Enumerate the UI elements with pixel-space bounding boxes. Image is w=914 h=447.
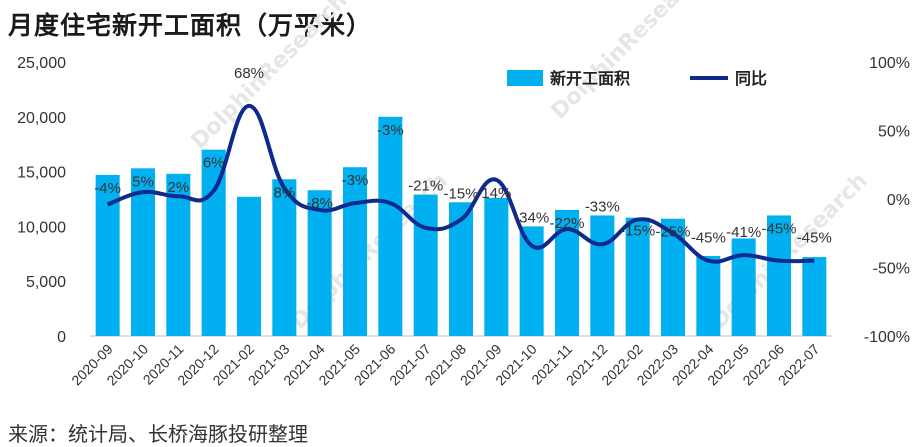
data-label-2022-02: -15%: [620, 223, 655, 240]
data-label-2021-06: -3%: [377, 122, 404, 139]
bar-2021-08: [448, 202, 474, 336]
data-label-2021-08: -15%: [443, 185, 478, 202]
bar-2021-09: [484, 197, 509, 336]
y-left-tick-label: 25,000: [17, 55, 66, 72]
legend-bar-label: 新开工面积: [550, 69, 630, 88]
bar-2022-07: [802, 257, 827, 336]
y-left-tick-label: 5,000: [26, 274, 66, 291]
bar-2021-10: [519, 226, 544, 336]
bar-2021-04: [307, 190, 332, 336]
y-right-tick-label: -50%: [873, 261, 910, 278]
bars-layer: [95, 116, 827, 336]
bar-2021-05: [342, 167, 368, 336]
data-labels-layer: -4% 5% 2%6%68%8%-8%-3%-3%-21% -15% 14%-34% -2…: [94, 65, 832, 247]
source-note: 来源：统计局、长桥海豚投研整理: [8, 422, 308, 446]
y-left-tick-label: 10,000: [17, 219, 66, 236]
data-label-2022-05: -41%: [726, 224, 761, 241]
bar-2022-04: [696, 255, 721, 336]
bar-2022-02: [625, 217, 650, 336]
data-label-2021-09: 14%: [481, 185, 511, 202]
bar-2021-12: [590, 215, 615, 336]
data-label-2021-04: -8%: [306, 195, 333, 212]
bar-2021-06: [378, 116, 403, 336]
data-label-2021-05: -3%: [342, 172, 369, 189]
bar-2020-12: [201, 149, 226, 336]
data-label-2022-06: -45%: [761, 220, 796, 237]
chart-title: 月度住宅新开工面积（万平米）: [8, 11, 373, 40]
data-label-2020-12: 6%: [203, 155, 225, 172]
legend-bar-swatch: [507, 70, 543, 86]
bar-2021-03: [272, 179, 297, 336]
bar-2020-10: [130, 168, 156, 336]
line-layer: [106, 103, 815, 264]
data-label-2021-03: 8%: [273, 184, 295, 201]
bar-2021-02: [236, 196, 262, 336]
data-label-2020-10: 5%: [132, 173, 154, 190]
data-label-2020-09: -4%: [94, 180, 121, 197]
legend: 新开工面积 同比: [507, 69, 767, 88]
legend-line-label: 同比: [735, 69, 767, 88]
data-label-2020-11: 2%: [167, 179, 189, 196]
yoy-line: [106, 103, 815, 264]
data-label-2021-11: -22%: [549, 215, 584, 232]
data-label-2021-07: -21%: [408, 178, 443, 195]
y-right-tick-label: 100%: [869, 55, 910, 72]
y-left-tick-label: 20,000: [17, 110, 66, 127]
y-left-tick-label: 0: [57, 329, 66, 346]
bar-2022-06: [766, 215, 792, 336]
y-right-tick-label: -100%: [864, 329, 910, 346]
watermark-text: DolphinResearch: [547, 0, 713, 124]
data-label-2022-03: -25%: [655, 224, 690, 241]
y-right-tick-label: 50%: [878, 124, 910, 141]
data-label-2021-10: -34%: [514, 209, 549, 226]
bar-2021-07: [413, 194, 438, 336]
y-left-tick-label: 15,000: [17, 165, 66, 182]
y-right-tick-label: 0%: [887, 192, 910, 209]
bar-2020-11: [166, 173, 191, 336]
data-label-2022-07: -45%: [797, 230, 832, 247]
data-label-2021-12: -33%: [585, 198, 620, 215]
bar-2022-05: [731, 238, 756, 336]
data-label-2021-02: 68%: [234, 65, 264, 82]
watermark-text: DolphinResearch: [187, 0, 353, 154]
data-label-2022-04: -45%: [691, 230, 726, 247]
